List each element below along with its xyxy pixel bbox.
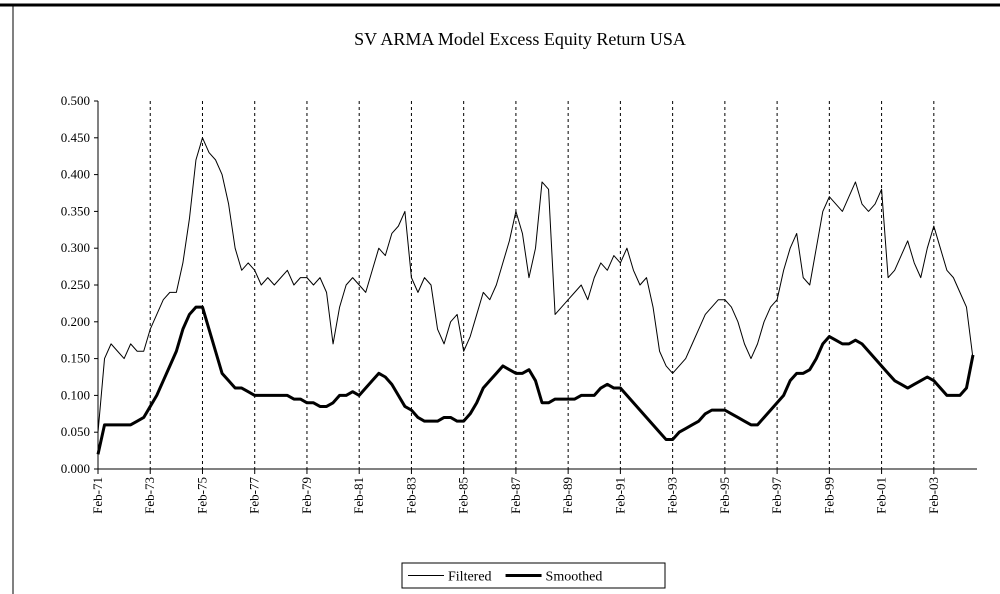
x-tick-label: Feb-77 — [247, 477, 262, 514]
x-tick-label: Feb-91 — [612, 477, 627, 514]
y-tick-label: 0.150 — [61, 351, 90, 366]
y-tick-label: 0.050 — [61, 424, 90, 439]
y-tick-label: 0.000 — [61, 461, 90, 476]
y-tick-label: 0.300 — [61, 240, 90, 255]
series-line — [97, 137, 974, 433]
x-tick-label: Feb-03 — [926, 477, 941, 514]
y-tick-label: 0.450 — [61, 130, 90, 145]
x-tick-label: Feb-85 — [456, 477, 471, 514]
x-tick-label: Feb-81 — [351, 477, 366, 514]
x-tick-label: Feb-89 — [560, 477, 575, 514]
series-line — [96, 305, 975, 455]
x-tick-label: Feb-01 — [874, 477, 889, 514]
x-tick-label: Feb-79 — [299, 477, 314, 514]
y-tick-label: 0.250 — [61, 277, 90, 292]
chart-title: SV ARMA Model Excess Equity Return USA — [354, 29, 686, 49]
y-tick-label: 0.350 — [61, 203, 90, 218]
x-tick-label: Feb-73 — [142, 477, 157, 514]
legend-label: Smoothed — [546, 570, 603, 585]
x-tick-label: Feb-87 — [508, 477, 523, 514]
y-tick-label: 0.500 — [61, 93, 90, 108]
y-tick-label: 0.100 — [61, 387, 90, 402]
x-tick-label: Feb-83 — [403, 477, 418, 514]
legend-label: Filtered — [448, 570, 492, 585]
x-tick-label: Feb-97 — [769, 477, 784, 514]
x-tick-label: Feb-93 — [665, 477, 680, 514]
x-tick-label: Feb-75 — [194, 477, 209, 514]
x-tick-label: Feb-71 — [90, 477, 105, 514]
y-tick-label: 0.400 — [61, 167, 90, 182]
y-tick-label: 0.200 — [61, 314, 90, 329]
x-tick-label: Feb-99 — [821, 477, 836, 514]
x-tick-label: Feb-95 — [717, 477, 732, 514]
